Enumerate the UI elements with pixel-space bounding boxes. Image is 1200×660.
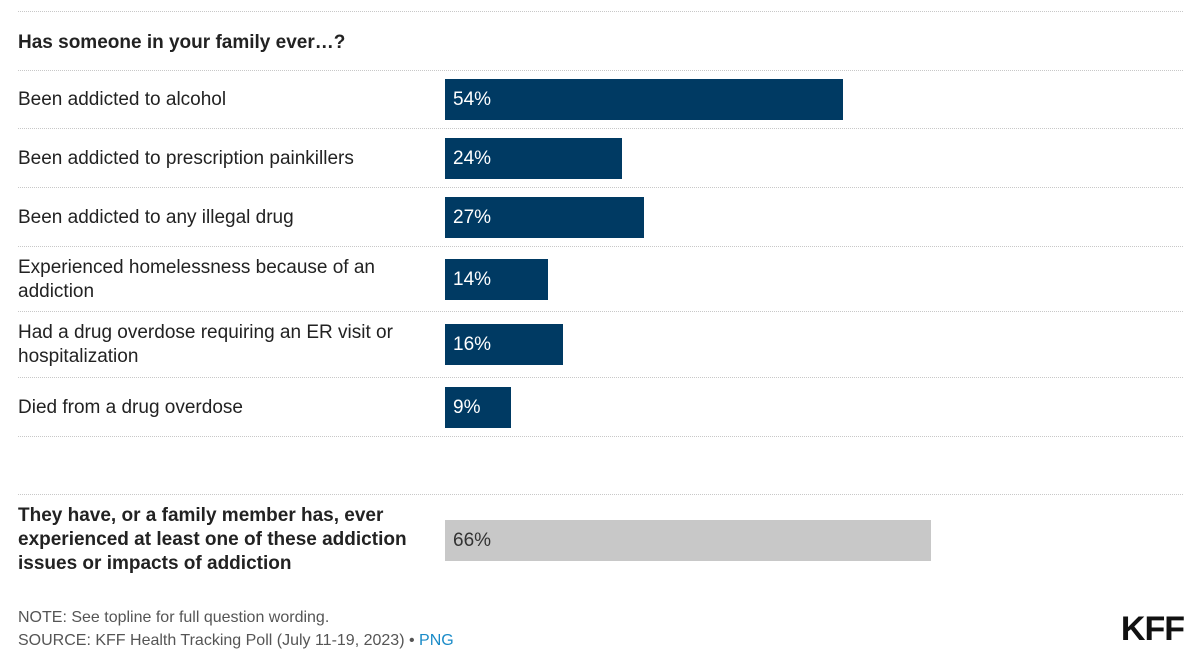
category-label: Had a drug overdose requiring an ER visi… xyxy=(18,321,393,367)
bar xyxy=(445,79,843,120)
summary-divider xyxy=(18,494,1183,495)
source-line: SOURCE: KFF Health Tracking Poll (July 1… xyxy=(18,632,454,650)
kff-logo: KFF xyxy=(1120,610,1185,648)
summary-category-label: They have, or a family member has, ever … xyxy=(18,505,407,574)
source-text: SOURCE: KFF Health Tracking Poll (July 1… xyxy=(18,632,415,649)
bar-value-label: 24% xyxy=(453,148,492,169)
bar-value-label: 27% xyxy=(453,207,492,228)
category-label: Died from a drug overdose xyxy=(18,396,243,418)
category-label: Been addicted to alcohol xyxy=(18,88,227,110)
row-divider xyxy=(18,246,1183,247)
category-label: Been addicted to any illegal drug xyxy=(18,206,294,228)
bar-value-label: 16% xyxy=(453,334,492,355)
bar xyxy=(445,387,512,428)
bar-value-label: 54% xyxy=(453,89,492,110)
bar-value-label: 14% xyxy=(453,269,492,290)
top-divider xyxy=(18,11,1183,12)
bar xyxy=(445,324,563,365)
png-link[interactable]: PNG xyxy=(419,632,454,649)
row-divider xyxy=(18,311,1183,312)
title-divider xyxy=(18,70,1183,71)
summary-value-label: 66% xyxy=(453,530,492,551)
chart-title: Has someone in your family ever…? xyxy=(18,32,346,53)
category-label: Experienced homelessness because of an a… xyxy=(18,256,376,302)
bar xyxy=(445,259,549,300)
bar-value-label: 9% xyxy=(453,397,481,418)
bar xyxy=(445,197,644,238)
note-text: NOTE: See topline for full question word… xyxy=(18,609,330,626)
row-divider xyxy=(18,187,1183,188)
row-divider xyxy=(18,436,1183,437)
row-divider xyxy=(18,128,1183,129)
bar xyxy=(445,138,622,179)
category-label: Been addicted to prescription painkiller… xyxy=(18,147,354,169)
row-divider xyxy=(18,377,1183,378)
summary-bar xyxy=(445,520,932,561)
